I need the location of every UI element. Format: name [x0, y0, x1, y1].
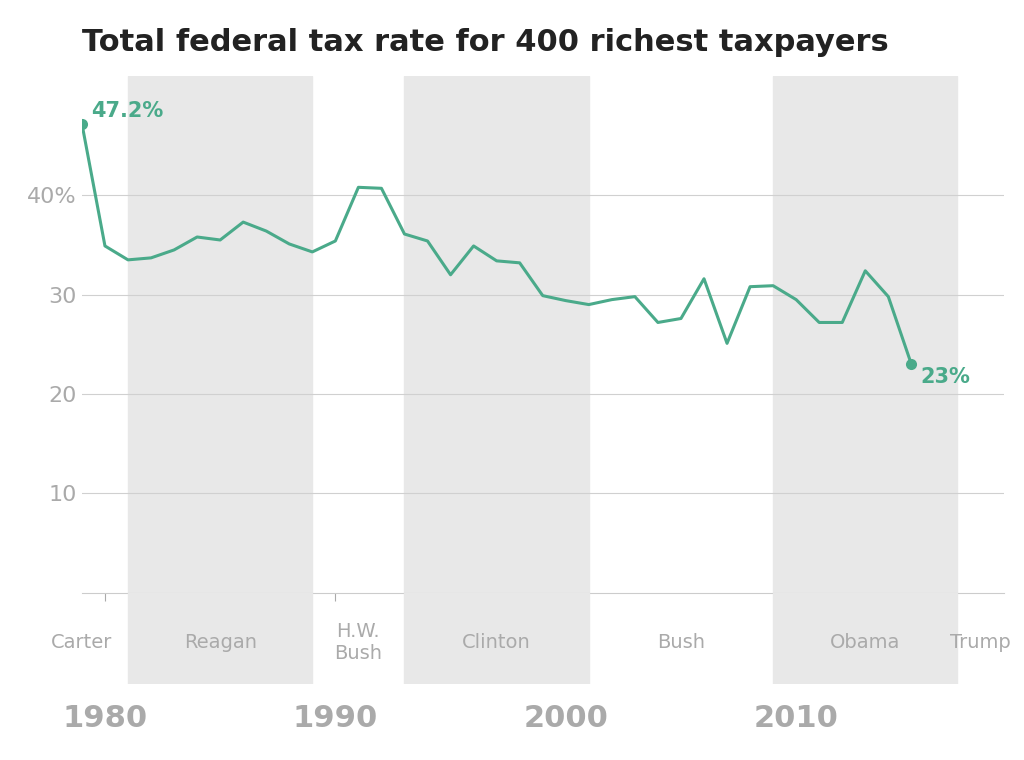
Text: 2010: 2010 [754, 704, 839, 733]
Text: Clinton: Clinton [462, 632, 531, 652]
Text: Obama: Obama [830, 632, 900, 652]
Text: 2000: 2000 [523, 704, 608, 733]
Bar [404, 76, 589, 593]
Text: 1990: 1990 [293, 704, 378, 733]
Text: 47.2%: 47.2% [91, 101, 164, 121]
Text: Reagan: Reagan [183, 632, 257, 652]
Bar [128, 76, 312, 593]
Text: Trump: Trump [950, 632, 1011, 652]
Bar [128, 593, 312, 684]
Bar [773, 76, 957, 593]
Text: 23%: 23% [921, 367, 971, 387]
Text: 1980: 1980 [62, 704, 147, 733]
Text: H.W.
Bush: H.W. Bush [335, 622, 382, 663]
Text: Bush: Bush [657, 632, 705, 652]
Bar [773, 593, 957, 684]
Bar [404, 593, 589, 684]
Text: Carter: Carter [51, 632, 113, 652]
Text: Total federal tax rate for 400 richest taxpayers: Total federal tax rate for 400 richest t… [82, 28, 889, 57]
